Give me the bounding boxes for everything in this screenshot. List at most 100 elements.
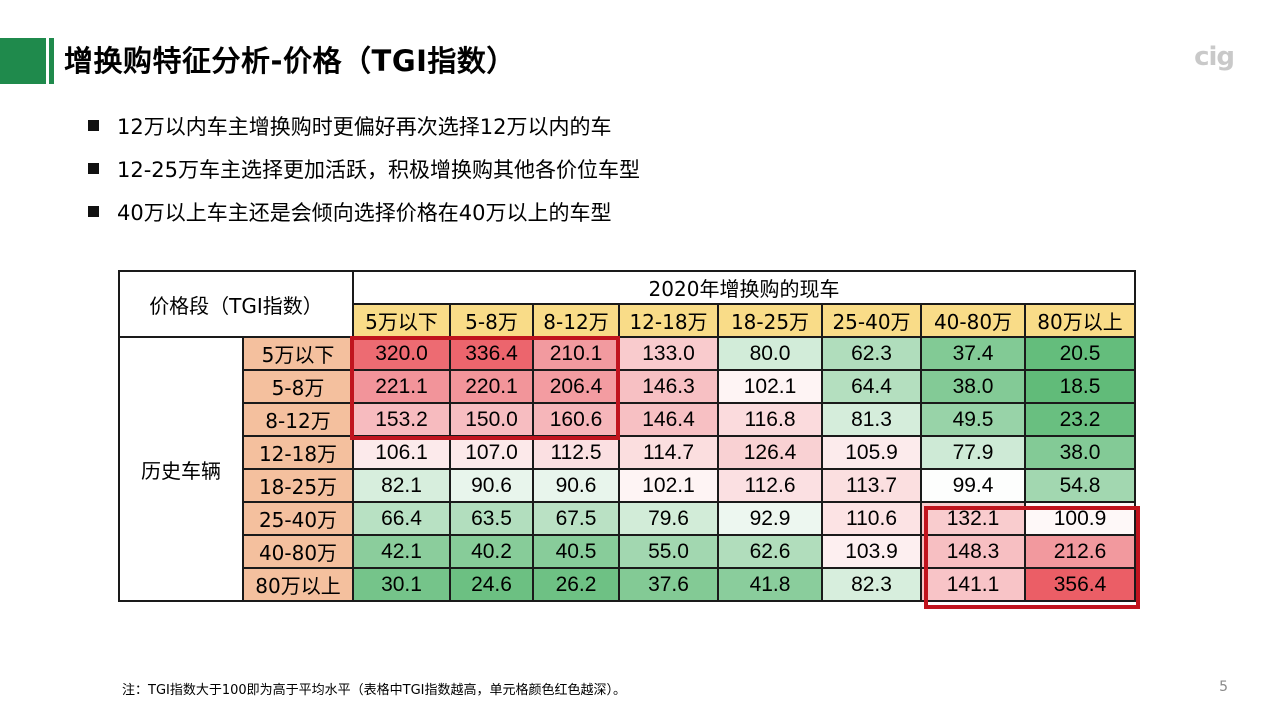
tgi-cell: 63.5 <box>449 501 534 536</box>
tgi-cell: 220.1 <box>449 369 534 404</box>
bullet-item: 12万以内车主增换购时更偏好再次选择12万以内的车 <box>88 104 640 147</box>
footnote: 注：TGI指数大于100即为高于平均水平（表格中TGI指数越高，单元格颜色红色越… <box>122 683 627 698</box>
tgi-cell: 210.1 <box>532 336 620 371</box>
tgi-cell: 67.5 <box>532 501 620 536</box>
tgi-cell: 90.6 <box>532 468 620 503</box>
tgi-cell: 80.0 <box>717 336 823 371</box>
tgi-cell: 37.6 <box>618 567 719 602</box>
tgi-cell: 106.1 <box>352 435 451 470</box>
column-header-row: 5万以下 5-8万 8-12万 12-18万 18-25万 25-40万 40-80万 80万… <box>119 303 1136 338</box>
page-title: 增换购特征分析-价格（TGI指数） <box>64 44 516 78</box>
tgi-cell: 336.4 <box>449 336 534 371</box>
tgi-cell: 41.8 <box>717 567 823 602</box>
column-header: 40-80万 <box>920 303 1026 338</box>
tgi-cell: 148.3 <box>920 534 1026 569</box>
tgi-cell: 133.0 <box>618 336 719 371</box>
tgi-cell: 107.0 <box>449 435 534 470</box>
column-header: 8-12万 <box>532 303 620 338</box>
row-header: 5-8万 <box>242 369 354 404</box>
column-group-header: 2020年增换购的现车 <box>352 270 1136 305</box>
tgi-cell: 62.3 <box>821 336 922 371</box>
tgi-cell: 66.4 <box>352 501 451 536</box>
tgi-cell: 114.7 <box>618 435 719 470</box>
tgi-cell: 103.9 <box>821 534 922 569</box>
tgi-cell: 112.6 <box>717 468 823 503</box>
tgi-cell: 24.6 <box>449 567 534 602</box>
bullet-square-icon <box>88 120 99 131</box>
tgi-cell: 82.1 <box>352 468 451 503</box>
column-header: 12-18万 <box>618 303 719 338</box>
title-accent-block <box>0 38 46 84</box>
table-corner-label: 价格段（TGI指数） <box>118 270 354 338</box>
row-header: 40-80万 <box>242 534 354 569</box>
page-number: 5 <box>1219 679 1228 695</box>
row-header: 25-40万 <box>242 501 354 536</box>
tgi-cell: 64.4 <box>821 369 922 404</box>
bullet-text: 40万以上车主还是会倾向选择价格在40万以上的车型 <box>117 200 612 225</box>
tgi-cell: 110.6 <box>821 501 922 536</box>
row-group-header: 历史车辆 <box>118 336 244 602</box>
tgi-cell: 81.3 <box>821 402 922 437</box>
column-header: 80万以上 <box>1024 303 1136 338</box>
bullet-text: 12-25万车主选择更加活跃，积极增换购其他各价位车型 <box>117 157 641 182</box>
tgi-cell: 160.6 <box>532 402 620 437</box>
tgi-table: 价格段（TGI指数） 2020年增换购的现车 5万以下 5-8万 8-12万 12-1… <box>118 270 1136 602</box>
table-row: 40-80万 42.1 40.2 40.5 55.0 62.6 103.9 148.3 212.… <box>119 534 1136 569</box>
tgi-cell: 42.1 <box>352 534 451 569</box>
tgi-cell: 146.3 <box>618 369 719 404</box>
tgi-cell: 37.4 <box>920 336 1026 371</box>
row-header: 18-25万 <box>242 468 354 503</box>
tgi-cell: 221.1 <box>352 369 451 404</box>
column-header: 5-8万 <box>449 303 534 338</box>
table-row: 18-25万 82.1 90.6 90.6 102.1 112.6 113.7 99.4 54.… <box>119 468 1136 503</box>
highlight-box-low-price <box>350 336 620 440</box>
title-accent-stripe <box>49 38 54 84</box>
tgi-cell: 150.0 <box>449 402 534 437</box>
tgi-cell: 38.0 <box>920 369 1026 404</box>
tgi-cell: 102.1 <box>618 468 719 503</box>
column-header: 25-40万 <box>821 303 922 338</box>
table-row: 8-12万 153.2 150.0 160.6 146.4 116.8 81.3 49.5 23… <box>119 402 1136 437</box>
bullet-list: 12万以内车主增换购时更偏好再次选择12万以内的车 12-25万车主选择更加活跃… <box>88 104 640 233</box>
tgi-cell: 54.8 <box>1024 468 1136 503</box>
tgi-cell: 23.2 <box>1024 402 1136 437</box>
tgi-cell: 356.4 <box>1024 567 1136 602</box>
row-header: 80万以上 <box>242 567 354 602</box>
tgi-cell: 99.4 <box>920 468 1026 503</box>
column-header: 18-25万 <box>717 303 823 338</box>
tgi-cell: 141.1 <box>920 567 1026 602</box>
tgi-cell: 90.6 <box>449 468 534 503</box>
tgi-cell: 82.3 <box>821 567 922 602</box>
tgi-cell: 206.4 <box>532 369 620 404</box>
tgi-cell: 102.1 <box>717 369 823 404</box>
bullet-square-icon <box>88 206 99 217</box>
tgi-cell: 153.2 <box>352 402 451 437</box>
tgi-cell: 113.7 <box>821 468 922 503</box>
table-row: 5-8万 221.1 220.1 206.4 146.3 102.1 64.4 38.0 18.… <box>119 369 1136 404</box>
tgi-cell: 116.8 <box>717 402 823 437</box>
tgi-cell: 38.0 <box>1024 435 1136 470</box>
table-row: 80万以上 30.1 24.6 26.2 37.6 41.8 82.3 141.1 356.4 <box>119 567 1136 602</box>
table-row: 历史车辆 5万以下 320.0 336.4 210.1 133.0 80.0 62.3 37.4… <box>118 336 1136 602</box>
tgi-cell: 92.9 <box>717 501 823 536</box>
tgi-cell: 18.5 <box>1024 369 1136 404</box>
bullet-square-icon <box>88 163 99 174</box>
tgi-cell: 105.9 <box>821 435 922 470</box>
tgi-cell: 112.5 <box>532 435 620 470</box>
column-header: 5万以下 <box>352 303 451 338</box>
row-header: 5万以下 <box>242 336 354 371</box>
tgi-cell: 79.6 <box>618 501 719 536</box>
row-header: 12-18万 <box>242 435 354 470</box>
tgi-cell: 62.6 <box>717 534 823 569</box>
row-header: 8-12万 <box>242 402 354 437</box>
tgi-cell: 55.0 <box>618 534 719 569</box>
tgi-cell: 126.4 <box>717 435 823 470</box>
bullet-text: 12万以内车主增换购时更偏好再次选择12万以内的车 <box>117 114 612 139</box>
tgi-cell: 26.2 <box>532 567 620 602</box>
bullet-item: 40万以上车主还是会倾向选择价格在40万以上的车型 <box>88 190 640 233</box>
tgi-cell: 77.9 <box>920 435 1026 470</box>
tgi-cell: 320.0 <box>352 336 451 371</box>
tgi-cell: 40.2 <box>449 534 534 569</box>
tgi-cell: 20.5 <box>1024 336 1136 371</box>
tgi-cell: 146.4 <box>618 402 719 437</box>
